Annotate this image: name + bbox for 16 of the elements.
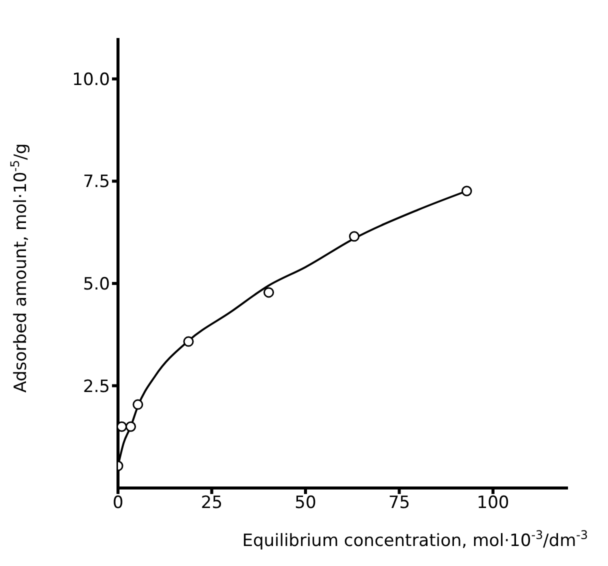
x-tick-label: 25 xyxy=(200,493,223,514)
x-tick-label: 100 xyxy=(476,493,510,514)
point xyxy=(461,186,472,196)
x-tick-label: 0 xyxy=(112,493,124,514)
x-tick-label: 75 xyxy=(388,493,410,514)
point xyxy=(132,399,144,410)
y-tick-label: 2.5 xyxy=(82,376,110,397)
y-tick-label: 7.5 xyxy=(82,172,110,192)
point xyxy=(263,287,274,298)
point xyxy=(125,421,136,432)
y-tick-label: 10.0 xyxy=(72,70,110,90)
point xyxy=(348,231,360,242)
point xyxy=(183,336,194,347)
y-tick-label: 5.0 xyxy=(82,274,110,294)
x-axis-title: Equilibrium concentration, mol·10$^{-3}$/dm$^{-3}$ xyxy=(242,528,588,551)
x-tick-label: 50 xyxy=(294,493,316,514)
